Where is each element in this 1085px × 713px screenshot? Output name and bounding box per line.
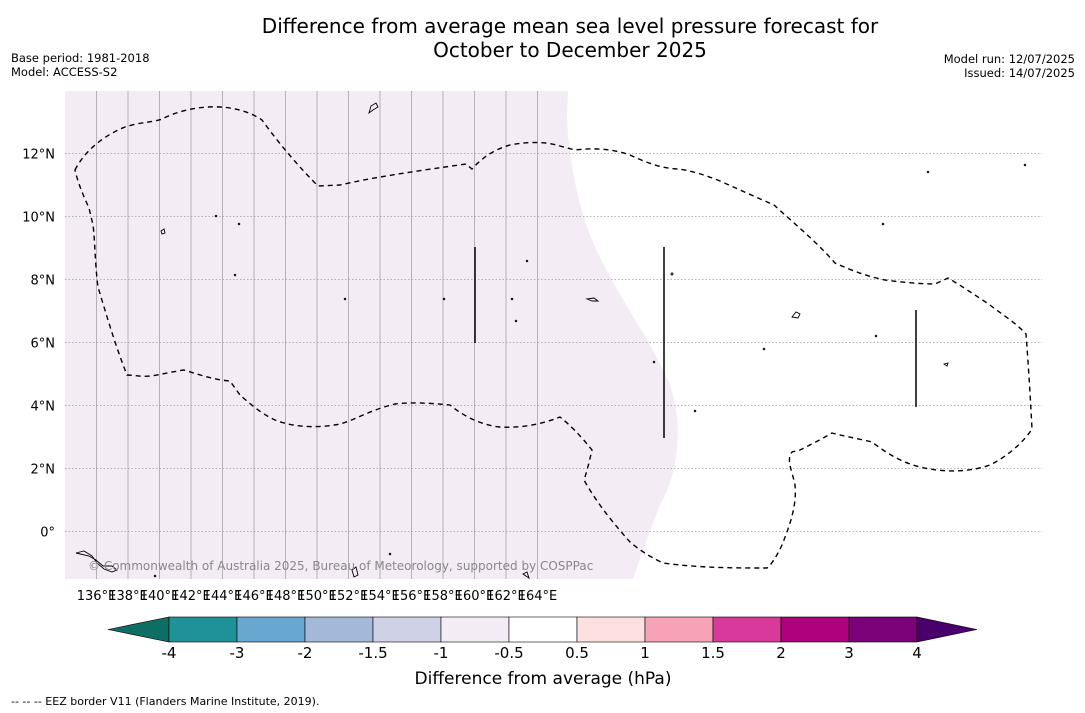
longitude-label: 144°E <box>203 589 243 604</box>
colorbar-tick-label: -0.5 <box>494 644 523 662</box>
colorbar: -4 -3 -2 -1.5 -1 -0.5 0.5 1 1.5 2 3 4 <box>107 616 978 662</box>
longitude-label: 150°E <box>297 589 337 604</box>
colorbar-title: Difference from average (hPa) <box>415 669 672 689</box>
longitude-label: 146°E <box>234 589 274 604</box>
latitude-label: 6°N <box>31 337 56 352</box>
longitude-label: 158°E <box>423 589 463 604</box>
colorbar-tick-label: -1 <box>434 644 449 662</box>
colorbar-tick-label: 3 <box>844 644 854 662</box>
colorbar-segment <box>508 616 578 643</box>
colorbar-min-extension <box>107 616 170 643</box>
longitude-label: 140°E <box>140 589 180 604</box>
latitude-label: 4°N <box>31 400 56 415</box>
eez-border <box>74 106 1033 569</box>
colorbar-segment <box>304 616 374 643</box>
longitude-label: 136°E <box>77 589 117 604</box>
longitude-label: 154°E <box>360 589 400 604</box>
longitude-label: 142°E <box>171 589 211 604</box>
anomaly-shaded-region <box>65 91 678 579</box>
colorbar-segment <box>440 616 510 643</box>
latitude-labels: 12°N 10°N 8°N 6°N 4°N 2°N 0° <box>22 148 55 541</box>
latitude-label: 10°N <box>22 211 55 226</box>
latitude-label: 8°N <box>31 274 56 289</box>
meta-left: Base period: 1981-2018 Model: ACCESS-S2 <box>11 51 150 79</box>
title-line-2: October to December 2025 <box>433 38 707 62</box>
longitude-label: 156°E <box>392 589 432 604</box>
latitude-label: 12°N <box>22 148 55 163</box>
colorbar-tick-label: 1.5 <box>701 644 725 662</box>
colorbar-tick-label: -1.5 <box>358 644 387 662</box>
colorbar-tick-label: 0.5 <box>565 644 589 662</box>
model-run: Model run: 12/07/2025 <box>943 52 1075 66</box>
longitude-label: 152°E <box>329 589 369 604</box>
longitude-label: 164°E <box>518 589 558 604</box>
colorbar-segment <box>168 616 238 643</box>
colorbar-tick-label: -3 <box>230 644 245 662</box>
colorbar-segment <box>848 616 918 643</box>
colorbar-segment <box>236 616 306 643</box>
colorbar-tick-label: 1 <box>640 644 650 662</box>
colorbar-tick-label: 2 <box>776 644 786 662</box>
colorbar-max-extension <box>916 616 978 643</box>
eez-boundary-lines <box>474 247 917 438</box>
longitude-label: 138°E <box>108 589 148 604</box>
latitude-label: 2°N <box>31 463 56 478</box>
copyright-text: © Commonwealth of Australia 2025, Bureau… <box>88 559 593 573</box>
map-plot-area <box>65 91 1042 579</box>
map-title: Difference from average mean sea level p… <box>0 14 1085 62</box>
longitude-label: 148°E <box>266 589 306 604</box>
colorbar-tick-label: -4 <box>162 644 177 662</box>
colorbar-segment <box>712 616 782 643</box>
meta-right: Model run: 12/07/2025 Issued: 14/07/2025 <box>944 52 1075 80</box>
base-period: Base period: 1981-2018 <box>11 51 150 65</box>
longitude-label: 160°E <box>455 589 495 604</box>
issued-date: Issued: 14/07/2025 <box>964 66 1075 80</box>
islands <box>75 102 1027 579</box>
model-name: Model: ACCESS-S2 <box>11 65 118 79</box>
colorbar-segment <box>780 616 850 643</box>
colorbar-segment <box>644 616 714 643</box>
colorbar-segment <box>576 616 646 643</box>
longitude-label: 162°E <box>486 589 526 604</box>
title-line-1: Difference from average mean sea level p… <box>261 14 879 38</box>
colorbar-tick-label: 4 <box>912 644 922 662</box>
colorbar-segment <box>372 616 442 643</box>
colorbar-tick-label: -2 <box>298 644 313 662</box>
longitude-labels: 136°E138°E140°E142°E144°E146°E148°E150°E… <box>77 589 558 604</box>
latitude-label: 0° <box>40 526 55 541</box>
eez-footnote: -- -- -- EEZ border V11 (Flanders Marine… <box>11 695 320 708</box>
